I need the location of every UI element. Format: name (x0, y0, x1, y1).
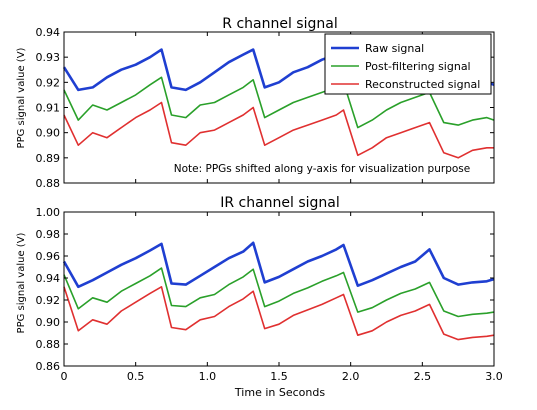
plot-frame (63, 31, 495, 184)
chart-note: Note: PPGs shifted along y-axis for visu… (174, 163, 470, 175)
x-tick-label: 2.0 (342, 370, 360, 383)
y-tick-label: 0.96 (36, 250, 61, 263)
y-tick-label: 0.94 (36, 272, 61, 285)
y-tick-label: 0.94 (36, 26, 61, 39)
x-tick-label: 3.0 (485, 370, 503, 383)
y-tick-label: 0.88 (36, 338, 61, 351)
y-tick-label: 1.00 (36, 206, 61, 219)
y-tick-label: 0.91 (36, 102, 61, 115)
plot-area-ir-channel: 0.86 0.88 0.90 0.92 0.94 0.96 0.98 1.00 0 0.5 1.0 1… (36, 206, 503, 383)
y-tick-label: 0.88 (36, 177, 61, 190)
x-tick-label: 0 (61, 370, 68, 383)
y-axis-label-ir-channel: PPG signal value (V) (16, 232, 27, 333)
x-axis-label: Time in Seconds (234, 386, 325, 399)
y-tick-label: 0.90 (36, 127, 61, 140)
y-tick-label: 0.90 (36, 316, 61, 329)
x-tick-label: 1.5 (270, 370, 288, 383)
y-axis-label-r-channel: PPG signal value (V) (16, 47, 27, 148)
x-tick-label: 2.5 (414, 370, 432, 383)
chart-title-ir-channel: IR channel signal (220, 195, 340, 211)
series-line-post-filtering-signal (63, 267, 495, 318)
x-tick-label: 0.5 (127, 370, 145, 383)
legend-label: Reconstructed signal (365, 78, 480, 91)
y-tick-label: 0.92 (36, 76, 61, 89)
legend-label: Raw signal (365, 42, 424, 55)
series-line-raw-signal (62, 241, 495, 289)
chart-title-r-channel: R channel signal (222, 16, 337, 32)
series-line-reconstructed-signal (63, 101, 494, 159)
y-tick-label: 0.86 (36, 360, 61, 373)
legend-label: Post-filtering signal (365, 60, 471, 73)
y-tick-label: 0.89 (36, 152, 61, 165)
x-tick-label: 1.0 (199, 370, 217, 383)
legend: Raw signal Post-filtering signal Reconstru… (324, 33, 492, 95)
plot-frame (63, 211, 495, 367)
y-tick-label: 0.98 (36, 228, 61, 241)
y-tick-label: 0.92 (36, 294, 61, 307)
y-tick-label: 0.93 (36, 51, 61, 64)
plot-area-r-channel: 0.88 0.89 0.90 0.91 0.92 0.93 0.94 (36, 26, 495, 190)
series-line-reconstructed-signal (63, 285, 495, 341)
